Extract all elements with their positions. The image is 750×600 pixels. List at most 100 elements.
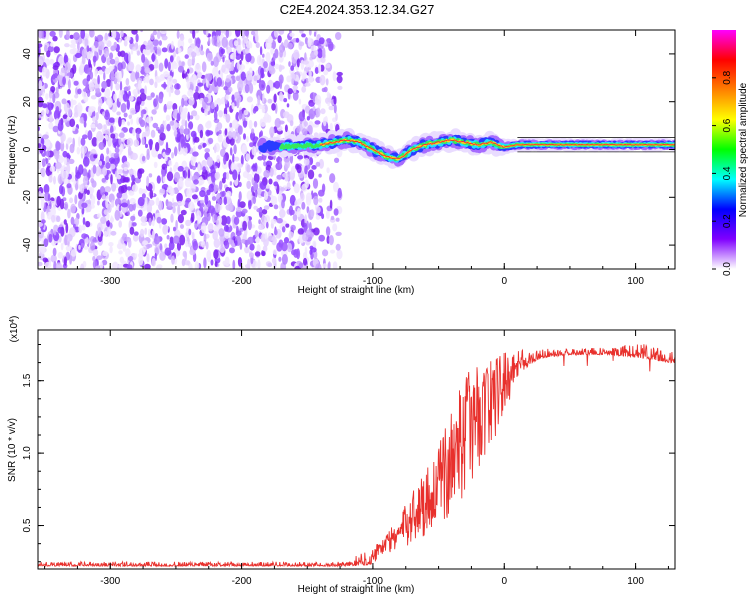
noise-blob — [115, 83, 120, 91]
noise-blob — [273, 181, 279, 187]
noise-blob — [253, 172, 260, 184]
noise-blob — [159, 132, 166, 141]
noise-blob — [281, 254, 288, 265]
noise-blob — [273, 171, 277, 176]
noise-blob — [162, 176, 166, 184]
noise-blob — [69, 197, 74, 204]
noise-blob — [206, 156, 213, 167]
noise-blob — [188, 228, 192, 236]
noise-blob — [101, 80, 108, 90]
noise-blob — [81, 207, 85, 215]
x-tick-label: 0 — [501, 276, 507, 287]
noise-blob — [74, 52, 82, 59]
noise-blob — [221, 190, 226, 197]
noise-blob — [116, 174, 122, 180]
noise-blob — [105, 156, 110, 164]
noise-blob — [74, 217, 80, 226]
noise-blob — [250, 30, 256, 36]
noise-blob — [107, 137, 112, 147]
noise-blob — [104, 109, 109, 118]
snr-y-multiplier: (x104) — [9, 316, 21, 343]
noise-blob — [202, 136, 206, 142]
noise-blob — [128, 190, 135, 196]
noise-blob — [312, 240, 317, 248]
noise-blob — [220, 215, 228, 226]
noise-blob — [164, 247, 172, 256]
noise-blob — [234, 240, 238, 247]
noise-blob — [277, 193, 283, 203]
noise-blob — [278, 30, 285, 35]
noise-blob — [86, 189, 90, 195]
noise-blob — [219, 180, 223, 190]
noise-blob — [38, 261, 43, 267]
noise-blob — [309, 249, 313, 255]
noise-blob — [301, 86, 307, 93]
noise-blob — [333, 103, 337, 114]
noise-blob — [64, 61, 71, 73]
noise-blob — [145, 126, 151, 137]
noise-blob — [96, 255, 103, 260]
noise-blob — [245, 40, 252, 49]
noise-blob — [62, 150, 68, 158]
noise-blob — [151, 257, 156, 267]
noise-blob — [164, 243, 168, 249]
noise-blob — [45, 93, 49, 100]
noise-blob — [167, 201, 173, 208]
noise-blob — [267, 98, 273, 104]
noise-blob — [44, 44, 48, 53]
noise-blob — [259, 46, 263, 56]
noise-blob — [186, 68, 190, 74]
noise-blob — [296, 207, 301, 218]
noise-blob — [156, 175, 161, 184]
noise-blob — [207, 223, 214, 232]
noise-blob — [263, 205, 270, 211]
noise-blob — [116, 111, 121, 116]
noise-blob — [253, 75, 258, 82]
noise-blob — [167, 101, 173, 106]
noise-blob — [235, 30, 241, 38]
noise-blob — [230, 52, 237, 60]
noise-blob — [233, 144, 237, 155]
noise-blob — [279, 65, 285, 70]
noise-blob — [183, 169, 188, 179]
noise-blob — [67, 79, 71, 90]
noise-blob — [183, 128, 190, 135]
noise-blob — [214, 214, 218, 221]
noise-blob — [298, 111, 305, 122]
noise-blob — [201, 240, 206, 248]
noise-blob — [258, 219, 261, 225]
noise-blob — [198, 223, 202, 230]
noise-blob — [304, 105, 311, 114]
spectrogram-x-axis: -300 -200 -100 0 100 — [44, 30, 669, 287]
noise-blob — [289, 32, 295, 37]
noise-blob — [257, 259, 261, 269]
noise-blob — [205, 241, 209, 250]
noise-blob — [215, 161, 218, 167]
noise-blob — [110, 230, 117, 236]
noise-blob — [161, 183, 169, 191]
noise-blob — [122, 243, 127, 252]
noise-blob — [95, 157, 99, 165]
noise-blob — [109, 163, 116, 170]
noise-blob — [113, 152, 119, 159]
noise-blob — [303, 121, 308, 127]
noise-blob — [138, 117, 143, 125]
noise-blob — [91, 180, 97, 188]
noise-blob — [204, 148, 210, 153]
noise-blob — [42, 66, 47, 77]
noise-blob — [255, 236, 260, 244]
noise-blob — [194, 114, 200, 121]
noise-blob — [248, 82, 254, 94]
noise-blob — [286, 103, 290, 108]
noise-blob — [240, 71, 246, 81]
noise-blob — [184, 251, 188, 262]
noise-blob — [153, 46, 158, 51]
noise-blob — [156, 30, 161, 39]
noise-blob — [234, 156, 240, 162]
noise-blob — [213, 56, 219, 68]
noise-blob — [240, 51, 244, 61]
noise-blob — [290, 224, 296, 231]
noise-blob — [325, 209, 330, 219]
noise-blob — [274, 63, 280, 70]
